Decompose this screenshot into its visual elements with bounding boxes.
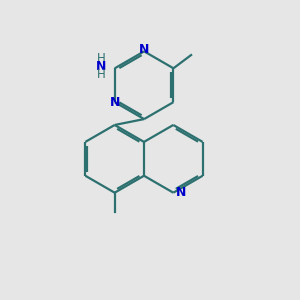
Text: N: N <box>176 186 186 199</box>
Text: N: N <box>110 96 120 109</box>
Text: H: H <box>97 52 106 65</box>
Text: N: N <box>139 44 149 56</box>
Text: H: H <box>97 68 106 81</box>
Text: N: N <box>96 60 107 73</box>
